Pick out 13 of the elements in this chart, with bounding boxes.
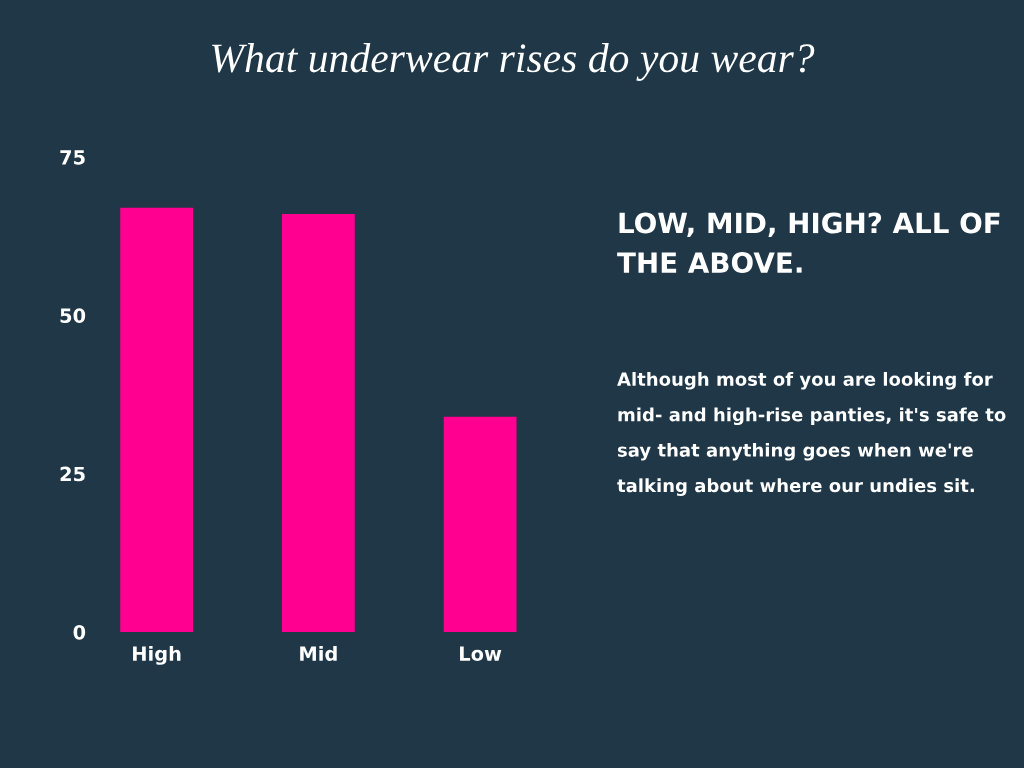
x-tick-label: Mid [300, 645, 337, 661]
bar [443, 416, 517, 632]
y-tick-label: 25 [60, 466, 85, 482]
bar [120, 207, 194, 632]
y-tick-label: 75 [60, 150, 85, 165]
text: Although most of you are looking for mid- and high-rise panties, it's safe to say that anything goes when we're talking about where our undies sit. [617, 372, 1006, 496]
bar [281, 214, 355, 632]
x-tick-label: High [133, 645, 181, 665]
text: LOW, MID, HIGH? ALL OF THE ABOVE. [617, 212, 1000, 274]
chart-title: What underwear rises do you wear? [212, 43, 815, 81]
y-tick-label: 0 [73, 624, 86, 640]
y-tick-label: 50 [60, 308, 86, 323]
x-tick-label: Low [460, 646, 502, 661]
